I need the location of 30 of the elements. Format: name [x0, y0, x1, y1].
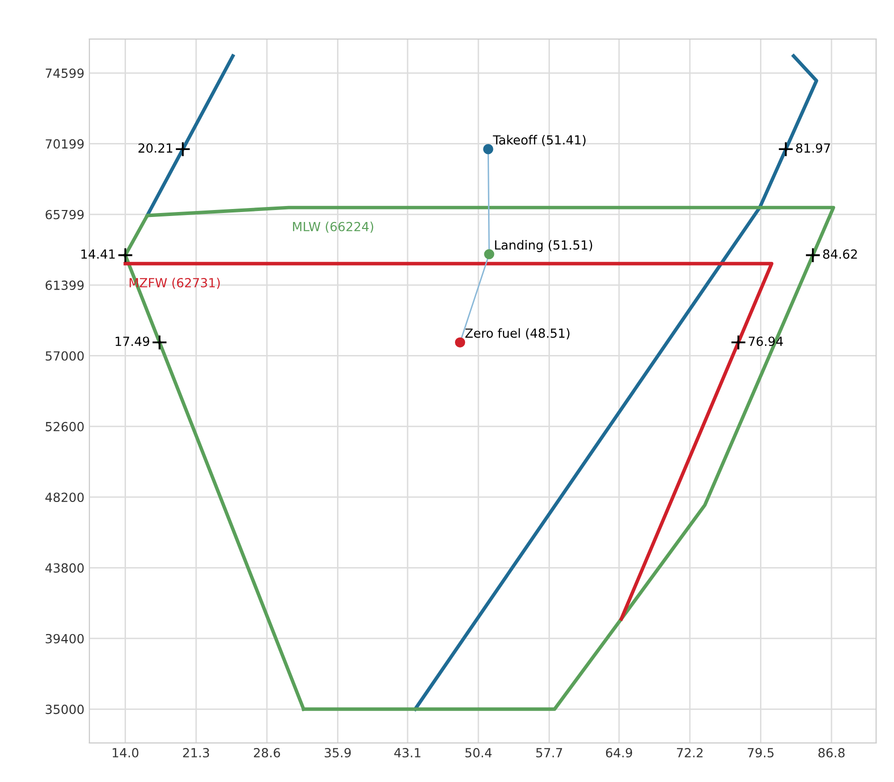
- x-tick-label: 79.5: [748, 748, 774, 758]
- annotation: 20.21: [138, 143, 172, 153]
- annotation: Zero fuel (48.51): [465, 328, 570, 340]
- y-tick-label: 74599: [46, 68, 84, 78]
- annotation: 14.41: [81, 250, 115, 259]
- annotation: Takeoff (51.41): [492, 134, 586, 146]
- x-tick-label: 57.7: [536, 748, 562, 758]
- y-tick-label: 35000: [46, 704, 84, 714]
- x-tick-label: 64.9: [606, 748, 632, 758]
- y-tick-label: 57000: [46, 351, 84, 361]
- y-tick-label: 48200: [45, 492, 84, 502]
- y-tick-label: 39400: [46, 634, 84, 644]
- x-tick-label: 21.3: [183, 748, 210, 758]
- x-tick-label: 35.9: [324, 748, 351, 758]
- y-tick-label: 61399: [46, 280, 84, 290]
- y-tick-label: 70199: [46, 139, 84, 149]
- annotation: 81.97: [796, 143, 830, 153]
- x-tick-label: 50.4: [465, 748, 492, 758]
- annotation: 84.62: [823, 249, 857, 259]
- annotation: MLW (66224): [293, 222, 374, 233]
- annotation: 17.49: [116, 336, 150, 346]
- x-tick-label: 14.0: [112, 748, 138, 758]
- x-tick-label: 28.6: [254, 748, 280, 758]
- y-tick-label: 52600: [46, 422, 84, 432]
- x-tick-label: 86.8: [818, 748, 845, 758]
- y-tick-label: 65799: [46, 210, 84, 220]
- y-tick-label: 43800: [45, 563, 84, 573]
- x-tick-label: 43.1: [394, 748, 420, 758]
- x-tick-label: 72.2: [676, 748, 703, 758]
- annotation: Landing (51.51): [495, 240, 592, 252]
